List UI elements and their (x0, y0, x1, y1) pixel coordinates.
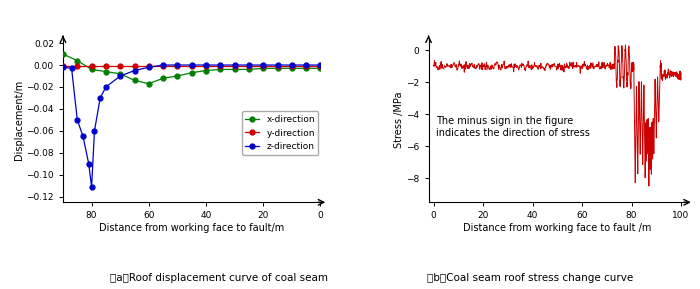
Text: The minus sign in the figure
indicates the direction of stress: The minus sign in the figure indicates t… (436, 116, 590, 138)
Text: （b）Coal seam roof stress change curve: （b）Coal seam roof stress change curve (427, 273, 634, 283)
Y-axis label: Stress /MPa: Stress /MPa (393, 92, 403, 148)
X-axis label: Distance from working face to fault/m: Distance from working face to fault/m (99, 223, 284, 233)
Legend: x-direction, y-direction, z-direction: x-direction, y-direction, z-direction (242, 112, 318, 155)
Y-axis label: Displacement/m: Displacement/m (13, 80, 24, 160)
Text: （a）Roof displacement curve of coal seam: （a）Roof displacement curve of coal seam (110, 273, 328, 283)
X-axis label: Distance from working face to fault /m: Distance from working face to fault /m (463, 223, 652, 233)
